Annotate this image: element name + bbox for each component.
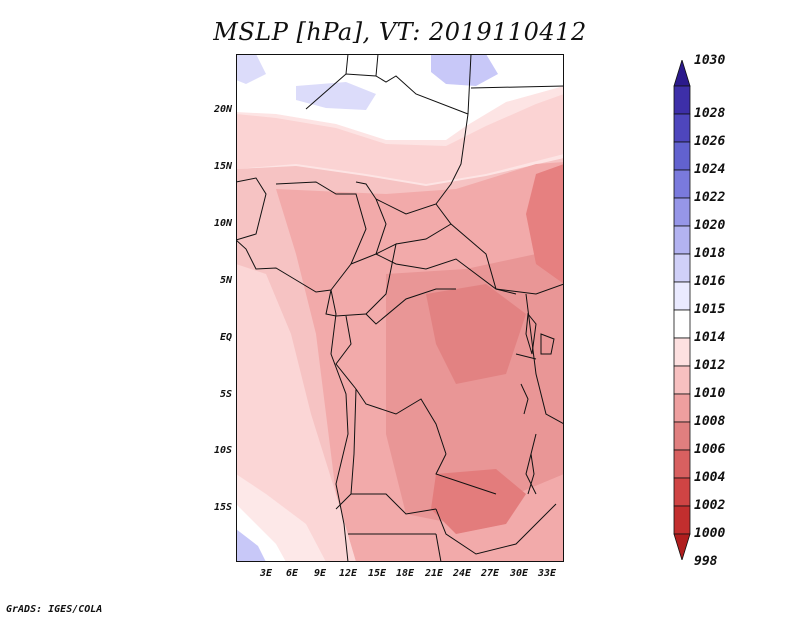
field-atlantic: [236, 264, 356, 562]
colorbar-label: 1015: [694, 302, 726, 317]
colorbar-label: 1030: [694, 53, 726, 68]
lat-label-5n: 5N: [219, 275, 232, 286]
colorbar-swatch: [673, 141, 691, 171]
colorbar-swatch: [673, 309, 691, 339]
colorbar-label: 1022: [694, 190, 726, 205]
lat-label-15n: 15N: [213, 161, 232, 172]
lon-label-27e: 27E: [480, 568, 500, 579]
colorbar-label: 1002: [694, 498, 726, 513]
lon-label-12e: 12E: [338, 568, 358, 579]
colorbar-swatch: [673, 113, 691, 143]
map-title: MSLP [hPa], VT: 2019110412: [213, 18, 587, 46]
lon-label-24e: 24E: [452, 568, 472, 579]
colorbar-swatch: [673, 505, 691, 535]
field-north-blue-3: [431, 54, 498, 86]
field-band-1: [236, 94, 564, 184]
colorbar-label: 1026: [694, 134, 726, 149]
colorbar-label: 1014: [694, 330, 726, 345]
colorbar-label: 1000: [694, 526, 726, 541]
colorbar-scale: [673, 60, 691, 560]
colorbar-swatch: [673, 85, 691, 115]
lon-label-15e: 15E: [367, 568, 387, 579]
mslp-map: [236, 54, 564, 562]
field-south-dark: [431, 469, 526, 534]
lat-label-15s: 15S: [213, 502, 232, 513]
colorbar-label: 1008: [694, 414, 726, 429]
colorbar-swatch: [673, 197, 691, 227]
lon-label-18e: 18E: [395, 568, 415, 579]
field-north-blue-2: [296, 82, 376, 110]
colorbar: 1030 1028 1026 1024 1022 1020 1018 1016 1015 1014…: [672, 53, 752, 569]
colorbar-swatch: [673, 393, 691, 423]
colorbar-label: 1004: [694, 470, 726, 485]
lat-label-20n: 20N: [213, 104, 232, 115]
lon-label-6e: 6E: [285, 568, 299, 579]
borders: [236, 54, 564, 562]
lon-label-33e: 33E: [537, 568, 557, 579]
footer-credit: GrADS: IGES/COLA: [6, 604, 103, 615]
colorbar-swatch: [673, 477, 691, 507]
colorbar-label: 1028: [694, 106, 726, 121]
colorbar-swatch: [673, 281, 691, 311]
map-frame: [236, 54, 564, 562]
map-panel: [236, 54, 564, 562]
colorbar-swatch: [673, 225, 691, 255]
colorbar-swatch: [673, 337, 691, 367]
colorbar-label: 1012: [694, 358, 726, 373]
lon-label-9e: 9E: [313, 568, 327, 579]
colorbar-label: 998: [694, 554, 718, 569]
field-east-dark: [526, 164, 564, 284]
colorbar-label: 1010: [694, 386, 726, 401]
field-atlantic-blue: [236, 529, 266, 562]
colorbar-label: 1024: [694, 162, 726, 177]
colorbar-bottom-arrow: [673, 533, 691, 560]
colorbar-top-arrow: [673, 60, 691, 87]
colorbar-label: 1006: [694, 442, 726, 457]
colorbar-swatch: [673, 365, 691, 395]
lat-label-eq: EQ: [219, 332, 232, 343]
colorbar-swatch: [673, 253, 691, 283]
lat-label-5s: 5S: [219, 389, 232, 400]
colorbar-swatch: [673, 449, 691, 479]
field-central-dark: [426, 284, 526, 384]
lon-label-30e: 30E: [509, 568, 529, 579]
lat-label-10n: 10N: [213, 218, 232, 229]
colorbar-swatch: [673, 169, 691, 199]
lon-label-21e: 21E: [424, 568, 444, 579]
colorbar-label: 1020: [694, 218, 726, 233]
lat-label-10s: 10S: [213, 445, 232, 456]
field-north-blue-1: [236, 54, 266, 84]
colorbar-label: 1016: [694, 274, 726, 289]
colorbar-label: 1018: [694, 246, 726, 261]
lon-label-3e: 3E: [259, 568, 273, 579]
colorbar-swatch: [673, 421, 691, 451]
